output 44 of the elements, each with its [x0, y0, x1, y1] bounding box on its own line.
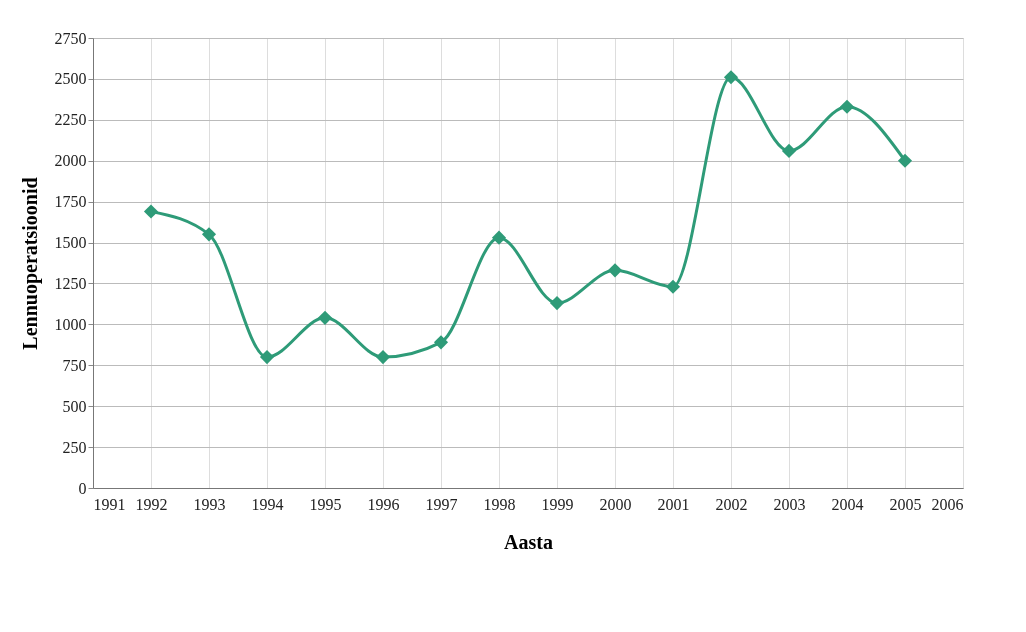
x-axis-title: Aasta — [504, 530, 553, 553]
x-tick-label: 2004 — [831, 495, 864, 513]
x-tick-label: 2005 — [889, 495, 922, 513]
point — [317, 310, 333, 325]
x-tick-label: 2000 — [599, 495, 632, 513]
point — [375, 350, 391, 365]
y-tick-label: 2250 — [54, 111, 87, 129]
x-tick-label: 1997 — [425, 495, 458, 513]
point — [491, 230, 507, 245]
y-axis-title: Lennuoperatsioonid — [18, 177, 42, 350]
x-tick-label: 2003 — [773, 495, 806, 513]
x-tick-label: 1995 — [309, 495, 342, 513]
y-tick-label: 1750 — [54, 193, 87, 211]
x-tick-label: 1998 — [483, 495, 516, 513]
y-tick-label: 750 — [62, 356, 87, 374]
point — [723, 70, 739, 85]
x-tick-label: 1994 — [251, 495, 284, 513]
x-tick-label: 2002 — [715, 495, 748, 513]
x-tick-label: 1999 — [541, 495, 574, 513]
point — [607, 263, 623, 278]
y-tick-label: 0 — [78, 479, 87, 497]
y-tick-label: 2000 — [54, 152, 87, 170]
point — [665, 279, 681, 294]
y-tick-label: 2750 — [54, 29, 87, 47]
y-tick-label: 250 — [62, 438, 87, 456]
point — [897, 153, 913, 168]
y-tick-label: 1250 — [54, 274, 87, 292]
x-tick-label: 2001 — [657, 495, 690, 513]
y-tick-label: 1500 — [54, 234, 87, 252]
point — [259, 350, 275, 365]
point — [549, 296, 565, 311]
point — [781, 143, 797, 158]
x-tick-label: 1991 — [93, 495, 126, 513]
x-tick-label: 1996 — [367, 495, 400, 513]
y-tick-label: 500 — [62, 397, 87, 415]
point — [839, 99, 855, 114]
point — [201, 227, 217, 242]
x-tick-label: 1993 — [193, 495, 226, 513]
point — [143, 204, 159, 219]
x-tick-label: 1992 — [135, 495, 168, 513]
y-tick-label: 2500 — [54, 70, 87, 88]
x-tick-label: 2006 — [931, 495, 964, 513]
y-tick-label: 1000 — [54, 315, 87, 333]
point — [433, 335, 449, 350]
